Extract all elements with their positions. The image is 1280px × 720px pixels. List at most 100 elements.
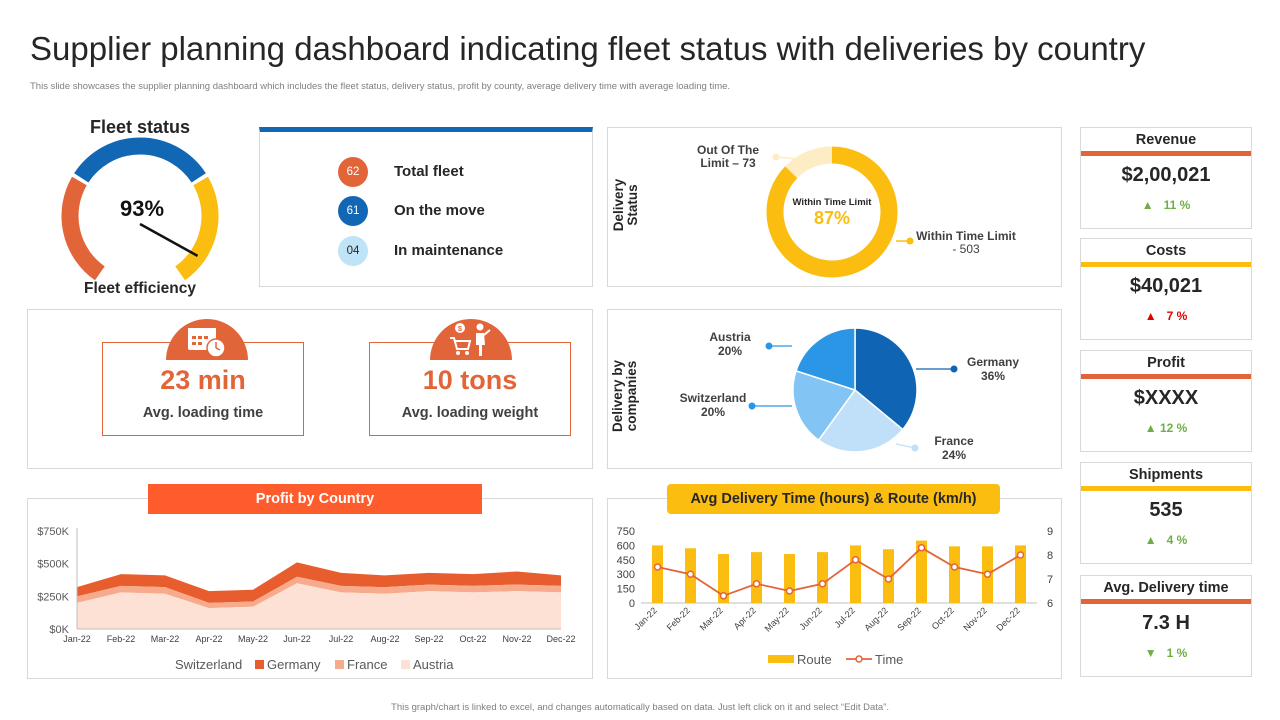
x-tick-label: Sep-22: [414, 634, 443, 644]
fleet-efficiency-value: 93%: [119, 196, 165, 221]
line-point: [653, 563, 662, 571]
fleet-counts-panel: 62 Total fleet 61 On the move 04 In main…: [259, 127, 593, 287]
pie-slice-switzerland: [792, 369, 857, 442]
page-title: Supplier planning dashboard indicating f…: [30, 30, 1146, 67]
total-fleet-label: Total fleet: [394, 163, 464, 180]
pie-label-switzerland: Switzerland 20%: [674, 391, 752, 419]
bar-route: [1015, 545, 1026, 603]
revenue-card: Revenue $2,00,021 ▲ 11 %: [1080, 127, 1252, 229]
pie-slice-germany: [854, 327, 918, 431]
maintenance-badge: 04: [338, 236, 368, 266]
metric-change-value: 7 %: [1166, 309, 1188, 323]
x-tick-label: Jul-22: [833, 605, 857, 629]
bar-route: [751, 552, 762, 603]
legend-swatch: [335, 660, 344, 669]
donut-center-value: 87%: [813, 208, 851, 228]
line-point: [686, 570, 695, 578]
fleet-efficiency-label: Fleet efficiency: [84, 280, 196, 297]
x-tick-label: Aug-22: [862, 605, 890, 633]
metric-change: ▲ 11 %: [1081, 198, 1251, 212]
delivery-combo-chart: 0 150 300 450 600 750 6 7 8 9 Jan-22 Feb-22 Mar-22 A…: [617, 526, 1053, 667]
metric-title: Revenue: [1135, 132, 1197, 148]
triangle-up-icon: ▲: [1144, 421, 1157, 435]
triangle-up-icon: ▲: [1144, 533, 1157, 547]
metric-change-value: 4 %: [1166, 533, 1188, 547]
metric-title: Costs: [1145, 243, 1187, 259]
y-tick-label: $0K: [49, 624, 69, 636]
y-left-tick-label: 300: [617, 569, 635, 581]
bar-route: [652, 545, 663, 603]
metric-title: Avg. Delivery time: [1103, 580, 1229, 596]
pie-label-austria: Austria 20%: [700, 330, 760, 358]
line-point: [1016, 551, 1025, 559]
line-point: [983, 570, 992, 578]
x-tick-label: Feb-22: [665, 605, 692, 632]
line-point: [851, 556, 860, 564]
leader-line: [775, 156, 799, 160]
metric-value: 7.3 H: [1142, 612, 1190, 634]
y-right-tick-label: 8: [1047, 550, 1053, 562]
bar-route: [949, 546, 960, 603]
pie-label-pct: 20%: [717, 344, 743, 358]
profit-area-chart: $0K $250K $500K $750K Jan-22 Feb-22 Mar-22 Apr…: [37, 526, 575, 672]
delivery-companies-panel: Delivery by companies Austria 20% Switzer…: [607, 309, 1062, 469]
line-point: [917, 544, 926, 552]
y-left-tick-label: 600: [617, 540, 635, 552]
leader-dot: [765, 342, 773, 350]
profit-by-country-title: Profit by Country: [148, 484, 482, 514]
page-subtitle: This slide showcases the supplier planni…: [30, 81, 731, 92]
metric-value: 535: [1149, 499, 1183, 521]
metric-change-value: 1 %: [1166, 646, 1188, 660]
delivery-time-title: Avg Delivery Time (hours) & Route (km/h): [667, 484, 1000, 514]
metric-value: $40,021: [1129, 275, 1203, 297]
metric-change-value: 11 %: [1163, 198, 1191, 212]
legend-label: Austria: [413, 657, 454, 672]
legend-label: Route: [797, 652, 832, 667]
x-tick-label: Nov-22: [961, 605, 989, 633]
triangle-up-icon: ▲: [1141, 198, 1154, 212]
metric-bar: [1081, 262, 1251, 267]
metric-bar: [1081, 151, 1251, 156]
line-point: [950, 563, 959, 571]
triangle-up-icon: ▲: [1144, 309, 1157, 323]
metric-change: ▼ 1 %: [1081, 646, 1251, 660]
svg-text:$: $: [458, 326, 462, 333]
legend-swatch: [401, 660, 410, 669]
metric-change-value: 12 %: [1159, 421, 1188, 435]
x-tick-label: Jun-22: [797, 605, 824, 632]
delivery-status-panel: Delivery Status Within Time Limit 87% Ou…: [607, 127, 1062, 287]
area-series-france: [77, 576, 561, 609]
maintenance-label: In maintenance: [394, 242, 504, 259]
gauge-needle: [139, 222, 199, 257]
y-left-tick-label: 450: [617, 555, 635, 567]
pie-label-name: Switzerland: [679, 391, 747, 405]
line-point: [785, 587, 794, 595]
x-tick-label: Jan-22: [63, 634, 91, 644]
metric-change: ▲ 7 %: [1081, 309, 1251, 323]
fleet-efficiency-gauge: [61, 137, 219, 281]
metric-value: $XXXX: [1133, 387, 1199, 409]
pie-label-name: France: [934, 434, 974, 448]
x-tick-label: Aug-22: [370, 634, 399, 644]
metric-title: Shipments: [1128, 467, 1204, 483]
metric-title: Profit: [1147, 355, 1185, 371]
donut-slice: [785, 146, 833, 179]
legend-label: Time: [875, 652, 903, 667]
y-right-tick-label: 6: [1047, 598, 1053, 610]
metric-bar: [1081, 374, 1251, 379]
x-tick-label: Dec-22: [546, 634, 575, 644]
line-point: [818, 580, 827, 588]
bar-route: [850, 545, 861, 603]
y-tick-label: $250K: [37, 591, 69, 603]
fleet-status-title: Fleet status: [89, 117, 191, 137]
total-fleet-badge: 62: [338, 157, 368, 187]
pie-label-pct: 36%: [980, 369, 1006, 383]
pie-slice-austria: [795, 327, 856, 392]
x-tick-label: Feb-22: [107, 634, 136, 644]
leader-dot: [748, 402, 756, 410]
y-right-tick-label: 9: [1047, 526, 1053, 538]
y-tick-label: $500K: [37, 559, 69, 571]
delivery-companies-pie: [748, 327, 958, 453]
x-tick-label: Dec-22: [994, 605, 1022, 633]
loading-time-value: 23 min: [160, 365, 246, 395]
